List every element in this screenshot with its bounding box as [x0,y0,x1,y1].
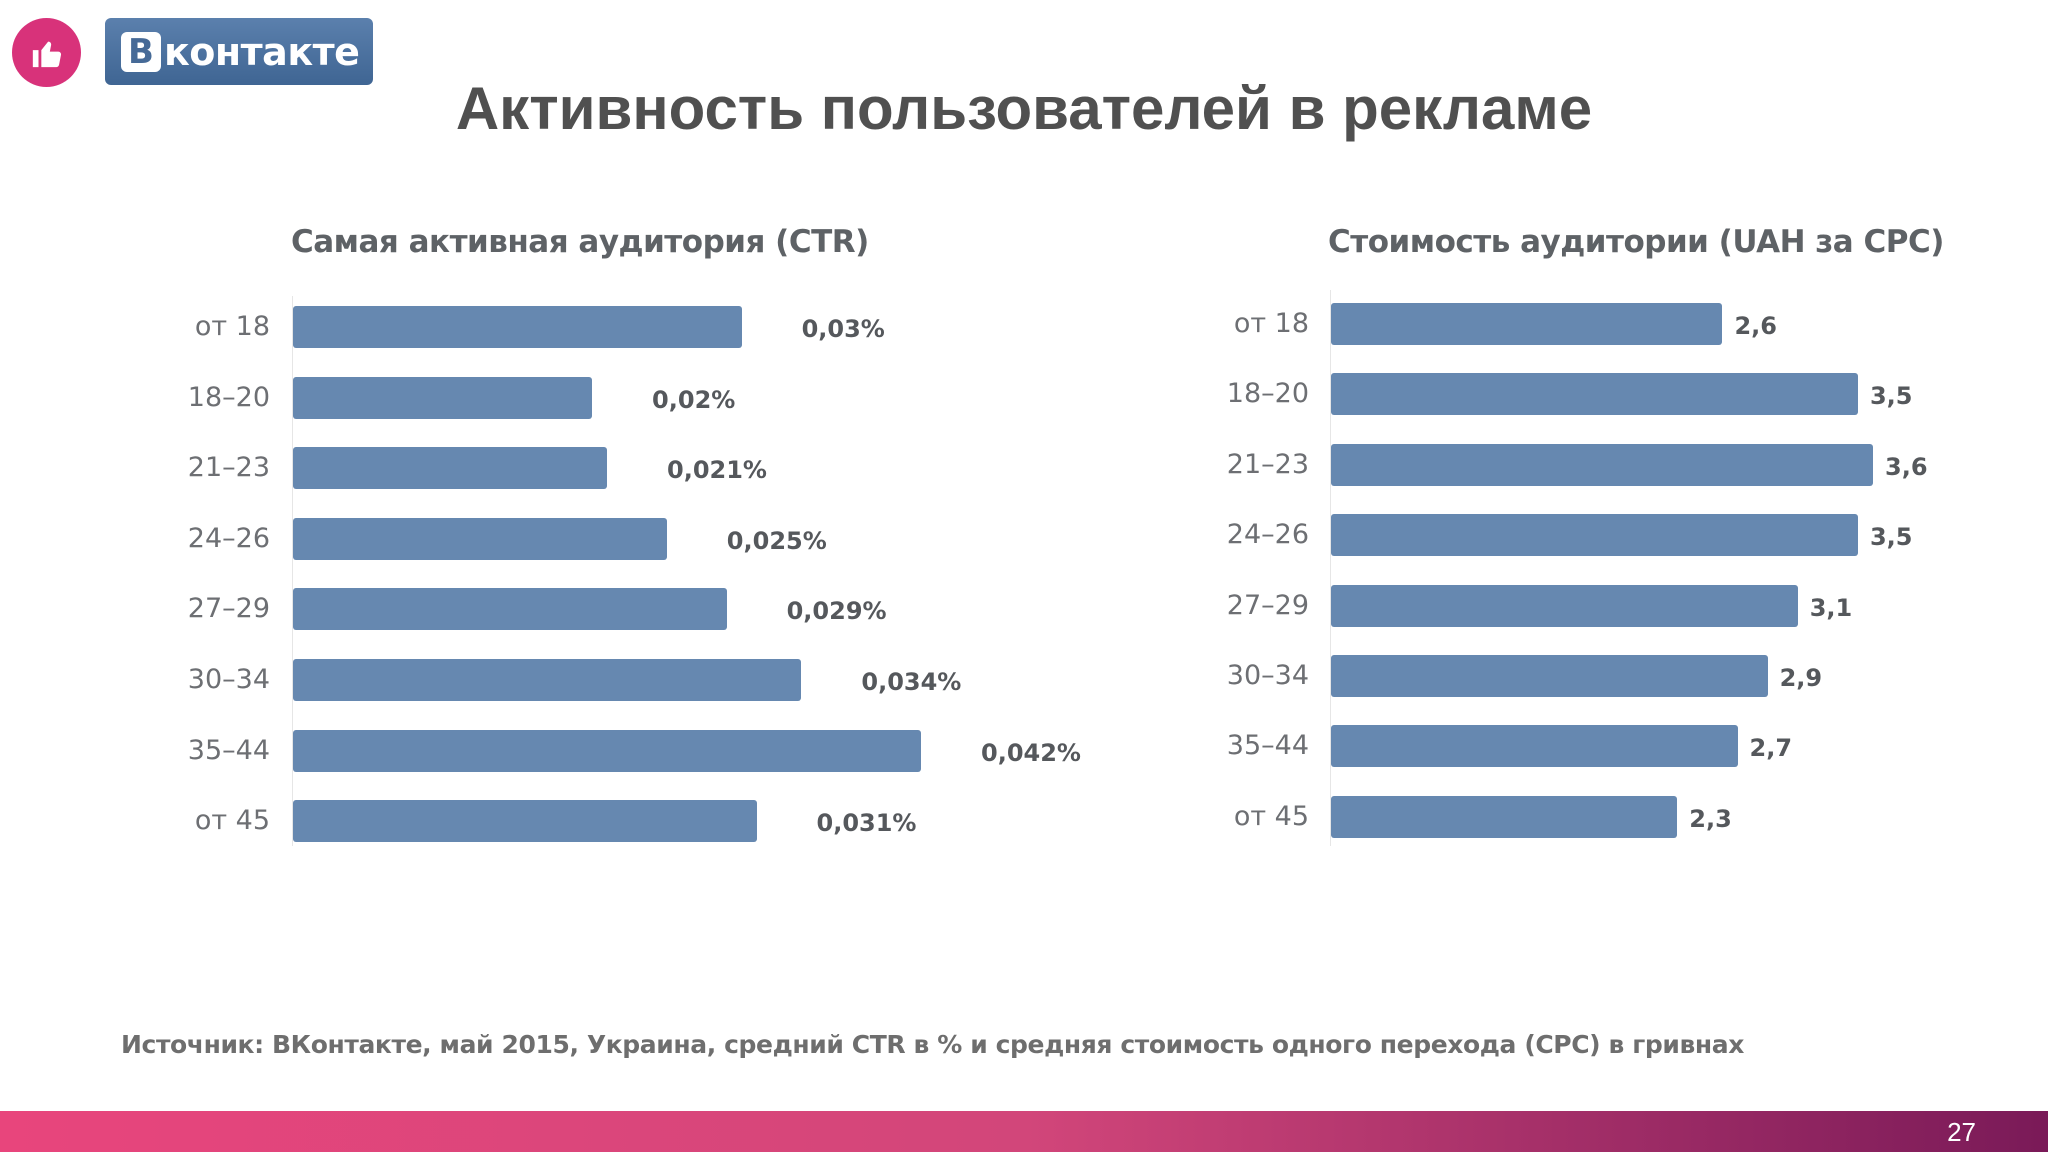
value-label: 2,7 [1749,734,1793,763]
value-label: 0,03% [801,315,885,343]
category-label: 30–34 [1226,660,1309,691]
category-label: 35–44 [1226,730,1309,762]
bar [1331,373,1858,416]
source-note: Источник: ВКонтакте, май 2015, Украина, … [121,1030,1744,1059]
value-label: 0,034% [861,668,962,696]
category-label: 35–44 [187,734,270,766]
value-label: 0,042% [981,738,1081,767]
bar [293,729,921,772]
value-label: 2,6 [1734,312,1777,340]
bar [1331,795,1678,838]
vk-logo: В контакте [105,18,373,85]
category-label: от 18 [194,311,270,342]
category-label: 21–23 [187,452,270,484]
category-label: 24–26 [1226,519,1309,551]
cpc-axis-line [1330,290,1331,846]
page-number: 27 [1947,1117,1976,1147]
like-badge [12,18,81,87]
ctr-axis-line [292,296,293,846]
bar [1331,655,1768,697]
value-label: 3,1 [1809,593,1853,622]
vk-logo-text: контакте [164,29,360,74]
ctr-chart-title: Самая активная аудитория (CTR) [291,224,869,260]
category-label: 24–26 [187,522,270,554]
value-label: 0,021% [667,456,767,485]
bar [1331,443,1873,486]
bar [293,659,802,701]
value-label: 3,6 [1885,452,1928,481]
value-label: 0,029% [786,597,887,626]
category-label: 27–29 [1226,589,1309,621]
value-label: 0,02% [652,385,736,414]
bar [293,800,757,843]
category-label: от 45 [194,805,270,837]
thumbs-up-icon [32,41,61,67]
page-title: Активность пользователей в рекламе [455,75,1593,142]
category-label: 21–23 [1226,448,1309,480]
bar [1331,725,1738,768]
bar [293,376,592,419]
category-label: 18–20 [187,381,270,413]
value-label: 0,031% [816,809,917,838]
bar [1331,514,1858,557]
value-label: 3,5 [1869,523,1913,552]
category-label: от 45 [1233,800,1309,832]
bar [293,447,607,490]
value-label: 3,5 [1869,382,1913,411]
category-label: 18–20 [1226,378,1309,410]
bar [293,517,667,560]
bar [1331,303,1723,345]
bar [293,306,742,348]
value-label: 2,3 [1689,804,1732,833]
category-label: 27–29 [187,593,270,625]
bar [293,588,727,631]
vk-logo-letter: В [121,31,161,72]
value-label: 2,9 [1779,664,1823,692]
footer-bar [0,1111,2048,1152]
category-label: от 18 [1233,308,1309,339]
cpc-chart-title: Стоимость аудитории (UAH за CPC) [1328,224,1944,260]
category-label: 30–34 [187,664,270,695]
bar [1331,584,1798,627]
value-label: 0,025% [726,526,827,555]
